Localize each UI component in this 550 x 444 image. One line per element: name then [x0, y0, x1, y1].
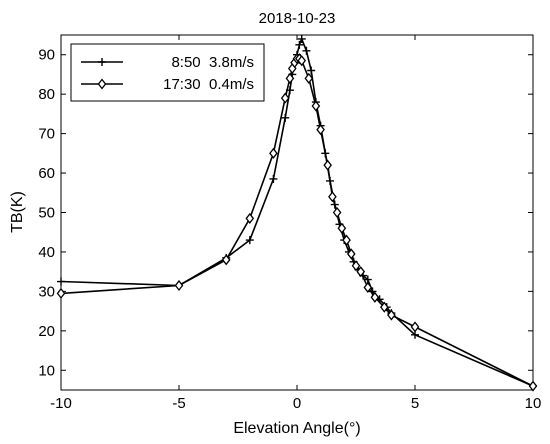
y-tick-label: 50	[38, 205, 55, 222]
plot-layer: -10 -5 0 5 10 10 20 30 40 50 60 70 80 90	[38, 34, 542, 412]
y-tick-label: 80	[38, 86, 55, 103]
series-line	[60, 57, 534, 387]
data-point	[269, 174, 278, 183]
data-point	[56, 287, 66, 299]
data-point	[323, 159, 333, 171]
data-point	[302, 46, 311, 55]
data-point	[297, 34, 306, 43]
legend-box	[70, 43, 265, 102]
y-tick-label: 60	[38, 165, 55, 182]
legend-marker	[98, 58, 106, 66]
data-point	[316, 124, 325, 136]
data-point	[245, 236, 254, 245]
data-point	[528, 380, 538, 392]
data-point	[328, 191, 337, 203]
data-point	[370, 291, 380, 303]
legend-marker	[97, 78, 107, 90]
data-point	[281, 113, 290, 122]
y-tick-label: 90	[38, 47, 55, 64]
data-point	[337, 222, 347, 234]
data-point	[221, 254, 231, 266]
legend-label: 8:50 3.8m/s	[171, 54, 254, 71]
y-tick-label: 10	[38, 362, 55, 379]
data-point	[245, 212, 255, 224]
data-point	[387, 309, 396, 321]
data-point	[410, 321, 420, 333]
data-point	[363, 281, 373, 294]
chart-title: 2018-10-23	[259, 10, 336, 27]
data-point	[307, 66, 316, 75]
x-tick-label: 5	[411, 395, 419, 412]
y-tick-label: 70	[38, 126, 55, 143]
x-tick-label: 0	[293, 395, 301, 412]
y-tick-label: 20	[38, 323, 55, 340]
x-tick-label: 10	[525, 395, 542, 412]
data-point	[342, 234, 351, 246]
x-axis-label: Elevation Angle(°)	[233, 420, 360, 437]
y-tick-label: 40	[38, 244, 55, 261]
series-2	[56, 53, 538, 392]
data-point	[332, 206, 342, 219]
data-point	[379, 301, 389, 313]
legend-label: 17:30 0.4m/s	[163, 76, 254, 93]
data-point	[57, 277, 65, 286]
data-point	[280, 92, 290, 104]
x-tick-label: -10	[50, 395, 72, 412]
data-point	[311, 100, 321, 112]
y-tick-label: 30	[38, 283, 55, 300]
data-point	[297, 55, 307, 67]
data-point	[346, 248, 356, 260]
data-point	[269, 147, 278, 159]
data-point	[295, 40, 304, 49]
data-point	[304, 72, 314, 84]
x-tick-label: -5	[172, 395, 185, 412]
data-point	[174, 279, 184, 292]
legend: 8:50 3.8m/s 17:30 0.4m/s	[70, 43, 265, 102]
data-point	[351, 260, 361, 272]
data-point	[285, 72, 295, 84]
data-point	[356, 266, 366, 278]
y-axis-label: TB(K)	[9, 191, 26, 233]
